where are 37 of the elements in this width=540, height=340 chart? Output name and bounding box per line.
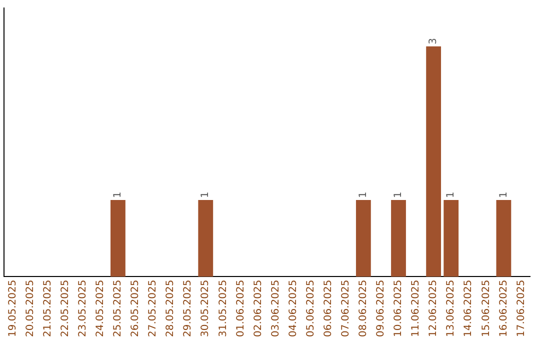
x-tick-label: 31.05.2025 [218,280,229,338]
x-tick-label: 25.05.2025 [112,280,124,338]
x-tick-label: 30.05.2025 [200,280,212,338]
x-tick-label: 22.05.2025 [60,280,71,338]
data-label: 1 [112,192,124,198]
x-tick-label: 21.05.2025 [42,280,54,338]
data-label: 1 [200,192,212,198]
data-label: 1 [446,192,457,198]
x-tick-label: 15.06.2025 [480,280,492,338]
x-tick-label: 14.06.2025 [463,280,474,338]
x-tick-label: 01.06.2025 [235,280,246,338]
x-tick-label: 23.05.2025 [77,280,88,338]
x-tick-label: 13.06.2025 [446,280,457,338]
x-tick-label: 20.05.2025 [24,280,36,338]
x-tick-label: 19.05.2025 [7,280,18,338]
x-tick-label: 12.06.2025 [428,280,440,338]
data-label: 1 [498,192,510,198]
x-tick-label: 11.06.2025 [410,280,422,338]
x-tick-label: 06.06.2025 [322,280,334,338]
data-label: 1 [358,192,370,198]
x-tick-label: 29.05.2025 [182,280,194,338]
x-tick-label: 24.05.2025 [95,280,106,338]
x-tick-label: 27.05.2025 [148,280,159,338]
x-tick-label: 09.06.2025 [376,280,387,338]
x-tick-label: 02.06.2025 [252,280,264,338]
x-tick-label: 16.06.2025 [498,280,510,338]
x-tick-label: 26.05.2025 [130,280,142,338]
x-tick-label: 07.06.2025 [340,280,352,338]
x-tick-label: 05.06.2025 [305,280,316,338]
x-tick-label: 17.06.2025 [516,280,527,338]
x-tick-label: 08.06.2025 [358,280,370,338]
data-label: 3 [428,38,440,44]
x-tick-label: 04.06.2025 [288,280,299,338]
x-tick-label: 10.06.2025 [393,280,404,338]
x-tick-label: 03.06.2025 [270,280,282,338]
data-label: 1 [393,192,404,198]
x-tick-label: 28.05.2025 [165,280,176,338]
